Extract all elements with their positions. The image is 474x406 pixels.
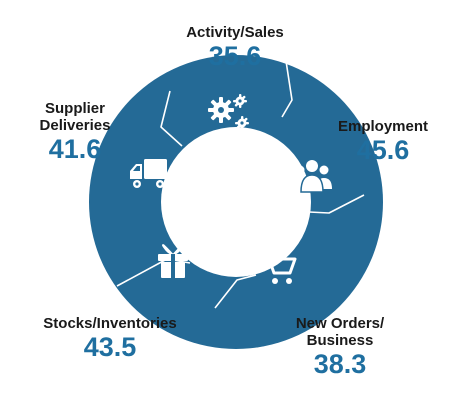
divider-bottom bbox=[214, 274, 257, 309]
shopping-cart-icon bbox=[259, 251, 297, 275]
label-stocks-inventories: Stocks/Inventories 43.5 bbox=[20, 315, 200, 362]
people-icon bbox=[292, 160, 332, 193]
segment-value: 35.6 bbox=[208, 41, 262, 71]
label-supplier-deliveries: Supplier Deliveries 41.6 bbox=[30, 100, 120, 164]
segment-name: Supplier Deliveries bbox=[39, 100, 111, 134]
ring-hole bbox=[161, 127, 311, 277]
segment-dividers bbox=[116, 60, 365, 309]
segment-name: Stocks/Inventories bbox=[43, 315, 177, 332]
segment-value: 43.5 bbox=[83, 332, 137, 362]
segment-value: 41.6 bbox=[48, 134, 102, 164]
segment-value: 45.6 bbox=[356, 135, 410, 165]
divider-top-right bbox=[281, 60, 293, 118]
label-activity-sales: Activity/Sales 35.6 bbox=[150, 24, 320, 71]
divider-top-left bbox=[160, 90, 183, 147]
segment-name: Employment bbox=[337, 118, 428, 135]
divider-right bbox=[308, 194, 365, 214]
label-new-orders-business: New Orders/ Business 38.3 bbox=[270, 315, 410, 379]
segment-value: 38.3 bbox=[313, 349, 367, 379]
label-employment: Employment 45.6 bbox=[318, 118, 448, 165]
segment-name: New Orders/ Business bbox=[295, 315, 385, 349]
segment-name: Activity/Sales bbox=[186, 24, 284, 41]
